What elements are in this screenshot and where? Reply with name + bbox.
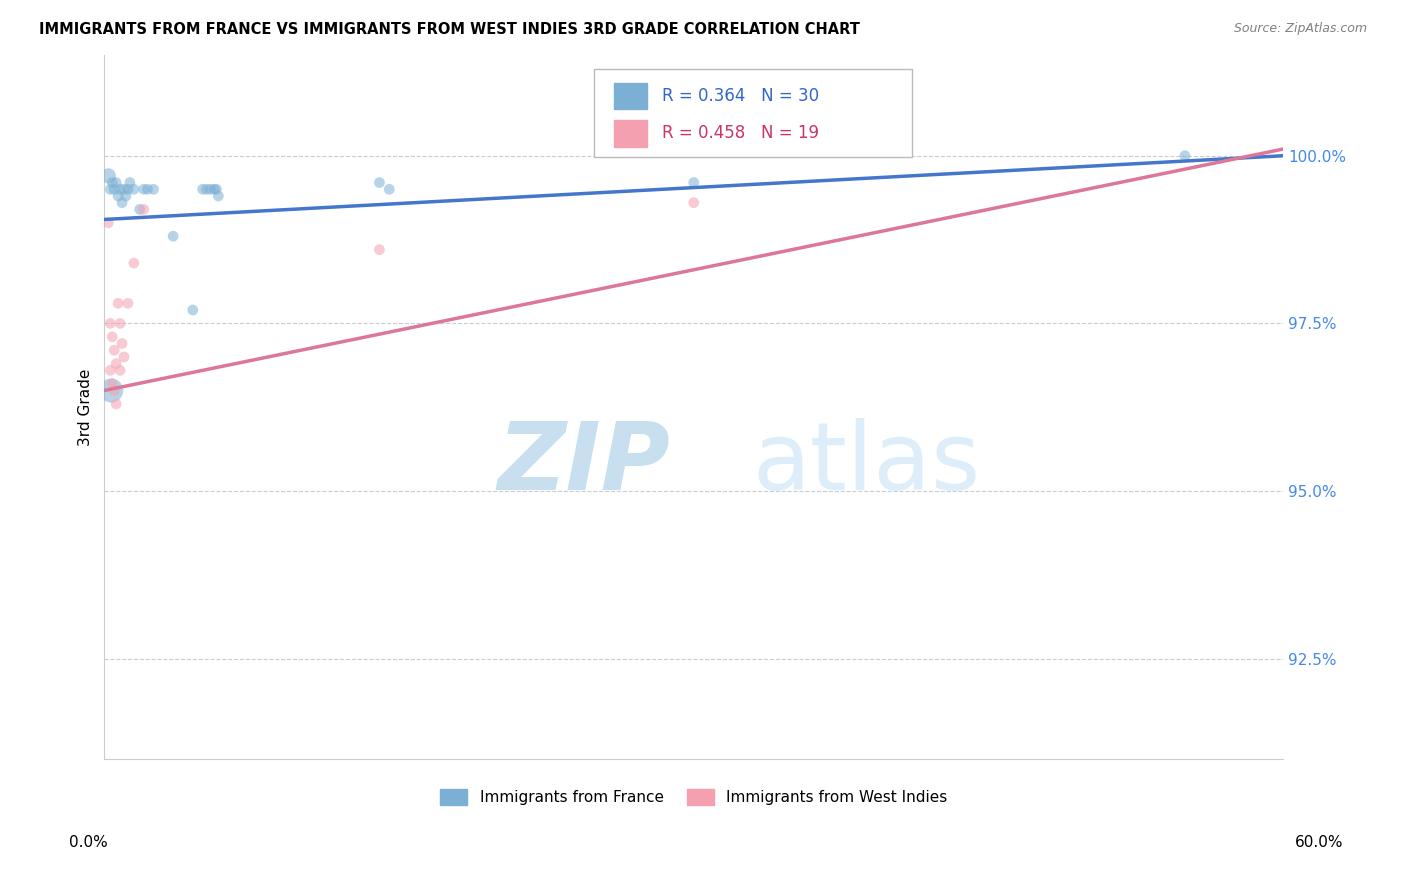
- Point: [202, 182, 225, 196]
- Point: [378, 182, 401, 196]
- Point: [115, 189, 138, 203]
- Point: [191, 182, 214, 196]
- FancyBboxPatch shape: [593, 70, 912, 157]
- Point: [98, 317, 121, 331]
- Point: [105, 176, 128, 190]
- Point: [103, 182, 125, 196]
- Text: R = 0.458   N = 19: R = 0.458 N = 19: [662, 124, 818, 143]
- Point: [111, 195, 134, 210]
- Point: [112, 182, 135, 196]
- Point: [107, 296, 129, 310]
- Point: [682, 195, 704, 210]
- Point: [103, 343, 125, 358]
- Point: [117, 296, 139, 310]
- Text: atlas: atlas: [752, 417, 981, 509]
- Text: Source: ZipAtlas.com: Source: ZipAtlas.com: [1233, 22, 1367, 36]
- Point: [200, 182, 222, 196]
- Point: [98, 182, 121, 196]
- Point: [108, 363, 131, 377]
- Point: [111, 336, 134, 351]
- Point: [101, 330, 124, 344]
- Point: [105, 357, 128, 371]
- Y-axis label: 3rd Grade: 3rd Grade: [79, 368, 93, 446]
- Point: [195, 182, 218, 196]
- Point: [205, 182, 228, 196]
- Point: [97, 169, 120, 183]
- Text: IMMIGRANTS FROM FRANCE VS IMMIGRANTS FROM WEST INDIES 3RD GRADE CORRELATION CHAR: IMMIGRANTS FROM FRANCE VS IMMIGRANTS FRO…: [39, 22, 860, 37]
- Point: [100, 384, 122, 398]
- Point: [368, 176, 391, 190]
- Point: [103, 384, 125, 398]
- Text: R = 0.364   N = 30: R = 0.364 N = 30: [662, 87, 820, 105]
- Point: [97, 216, 120, 230]
- Text: 0.0%: 0.0%: [69, 836, 108, 850]
- Point: [108, 317, 131, 331]
- Point: [181, 303, 204, 318]
- Text: 60.0%: 60.0%: [1295, 836, 1343, 850]
- Point: [207, 189, 229, 203]
- Point: [105, 397, 128, 411]
- Point: [142, 182, 165, 196]
- Point: [101, 376, 124, 391]
- Legend: Immigrants from France, Immigrants from West Indies: Immigrants from France, Immigrants from …: [434, 783, 953, 812]
- Point: [112, 350, 135, 364]
- Point: [132, 182, 155, 196]
- Point: [682, 176, 704, 190]
- Point: [136, 182, 159, 196]
- Point: [122, 256, 145, 270]
- Point: [108, 182, 131, 196]
- Point: [122, 182, 145, 196]
- Point: [368, 243, 391, 257]
- Text: ZIP: ZIP: [498, 417, 671, 509]
- Bar: [613, 120, 647, 146]
- Point: [107, 189, 129, 203]
- Point: [1174, 149, 1197, 163]
- Point: [101, 176, 124, 190]
- Point: [117, 182, 139, 196]
- Point: [118, 176, 141, 190]
- Point: [162, 229, 184, 244]
- Point: [132, 202, 155, 217]
- Point: [98, 363, 121, 377]
- Point: [128, 202, 150, 217]
- Bar: [613, 83, 647, 110]
